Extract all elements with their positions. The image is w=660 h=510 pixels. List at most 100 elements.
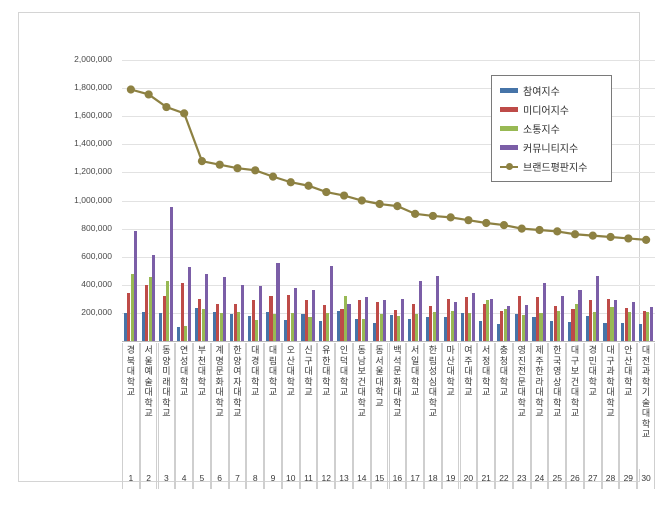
line-marker — [553, 227, 562, 236]
bar — [276, 263, 280, 341]
bar — [265, 312, 270, 341]
legend-item[interactable]: 미디어지수 — [500, 100, 605, 119]
bar — [560, 296, 564, 341]
rank-axis-label: 1 — [122, 469, 140, 489]
gridline — [122, 88, 655, 90]
category-axis-label-text: 동남보건대학교 — [357, 345, 366, 418]
line-marker — [180, 109, 189, 118]
line-marker — [197, 157, 207, 166]
category-axis-label-text: 동서울대학교 — [375, 345, 384, 408]
gridline — [122, 284, 655, 286]
category-axis-label: 동남보건대학교 — [352, 343, 371, 469]
category-axis-label: 경민대학교 — [583, 343, 602, 469]
gridline — [122, 116, 655, 118]
bar-group — [514, 60, 532, 341]
category-axis-label: 대림대학교 — [264, 343, 282, 469]
bar — [255, 319, 259, 341]
rank-axis-label: 21 — [477, 469, 496, 489]
bar — [525, 305, 529, 341]
category-axis-label-text: 대구보건대학교 — [570, 345, 580, 418]
category-axis-label: 한양여자대학교 — [228, 343, 247, 469]
value-axis-tick: 400,000 — [81, 278, 112, 289]
category-axis-label: 제주한라대학교 — [530, 343, 549, 469]
bar — [639, 324, 643, 341]
category-axis-label: 한국영상대학교 — [548, 343, 567, 469]
bar — [372, 322, 376, 341]
value-axis-tick: 800,000 — [81, 222, 112, 233]
bar — [649, 306, 653, 341]
chart-frame: 2,000,000 1,800,000 1,600,000 1,400,000 1,20… — [18, 12, 655, 489]
category-axis-label: 동양미래대학교 — [157, 343, 176, 469]
bar — [521, 315, 525, 341]
gridline — [122, 228, 655, 230]
category-axis-label-text: 서일대학교 — [410, 345, 420, 397]
bar — [578, 290, 582, 341]
category-axis-label: 부천대학교 — [193, 343, 211, 469]
bar — [283, 319, 287, 341]
category-axis-label-text: 한양여자대학교 — [233, 345, 242, 418]
bar — [603, 323, 607, 341]
category-axis-label-text: 동양미래대학교 — [162, 345, 171, 418]
bar-group — [248, 60, 266, 341]
legend-item[interactable]: 소통지수 — [500, 119, 605, 138]
bar — [194, 307, 198, 341]
bar — [304, 300, 309, 341]
line-marker — [482, 218, 491, 228]
bar — [589, 300, 593, 341]
line-marker — [162, 102, 171, 112]
bar — [230, 314, 234, 341]
value-axis-tick: 1,200,000 — [74, 166, 112, 177]
bar-group — [496, 60, 514, 341]
bar-group — [212, 60, 230, 341]
category-axis-label: 충청대학교 — [495, 343, 513, 469]
bar — [376, 301, 380, 341]
rank-axis-label: 17 — [406, 469, 424, 489]
bar — [294, 288, 298, 341]
legend-item[interactable]: 커뮤니티지수 — [500, 138, 605, 157]
legend-item[interactable]: 브랜드평판지수 — [500, 157, 605, 176]
category-axis-label: 서정대학교 — [477, 343, 496, 469]
rank-axis-label: 6 — [210, 469, 229, 489]
bar — [415, 314, 419, 341]
category-axis-label: 신구대학교 — [299, 343, 318, 469]
line-marker — [304, 181, 313, 190]
gridline — [122, 256, 655, 258]
gridline — [122, 312, 655, 314]
value-axis-tick: 1,400,000 — [74, 138, 112, 149]
rank-axis-label: 12 — [317, 469, 336, 489]
bar — [482, 303, 486, 341]
bar-group — [461, 60, 479, 341]
bar — [251, 300, 255, 341]
bar-group — [301, 60, 319, 341]
bar — [646, 311, 650, 341]
bar — [248, 315, 252, 341]
bar-group — [141, 60, 159, 341]
category-axis-label-text: 서울예술대학교 — [144, 345, 153, 418]
bar — [542, 283, 547, 341]
bar-group — [283, 60, 301, 341]
bar-group — [390, 60, 408, 341]
bar — [219, 312, 223, 341]
bar-group — [532, 60, 550, 341]
bar — [408, 319, 412, 341]
axis-baseline — [122, 341, 655, 342]
bar — [390, 315, 394, 341]
line-marker — [286, 178, 295, 187]
category-axis-label-text: 오산대학교 — [286, 345, 295, 397]
line-marker — [517, 224, 526, 233]
legend-marker-icon — [506, 163, 513, 170]
category-axis-label: 연성대학교 — [175, 343, 193, 469]
category-axis-label: 동서울대학교 — [370, 343, 389, 469]
bar — [461, 312, 465, 341]
bar — [123, 312, 127, 341]
legend-item[interactable]: 참여지수 — [500, 81, 605, 100]
line-marker — [464, 216, 473, 225]
bar — [162, 296, 166, 341]
bar — [535, 297, 540, 341]
bar — [596, 276, 600, 341]
plot-area — [122, 60, 655, 342]
category-axis-label-text: 여주대학교 — [464, 345, 473, 397]
bar-group — [550, 60, 568, 341]
bar — [621, 322, 625, 341]
category-axis-label: 대구과학대학교 — [601, 343, 620, 469]
